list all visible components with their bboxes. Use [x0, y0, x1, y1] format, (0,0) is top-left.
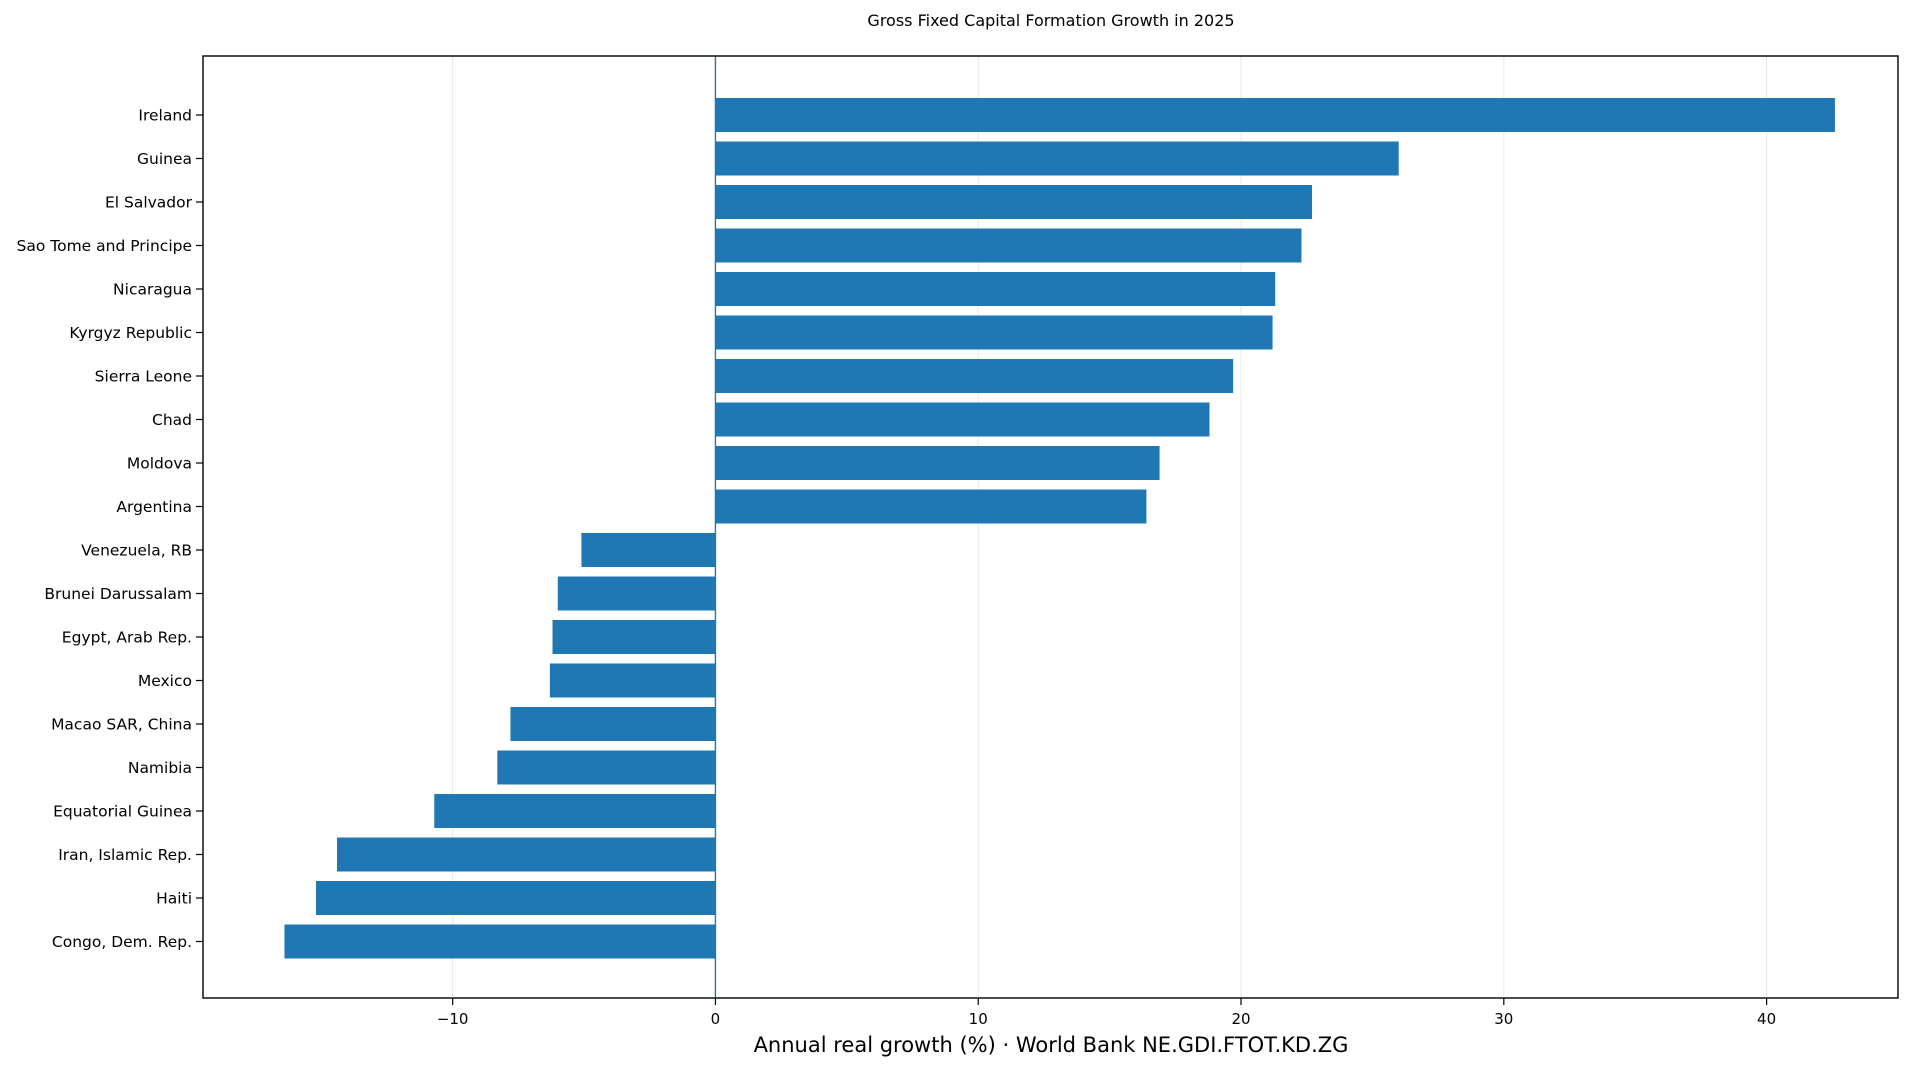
bar	[557, 576, 716, 611]
x-tick-label: 10	[969, 1010, 988, 1028]
category-label: Congo, Dem. Rep.	[52, 933, 192, 951]
bar	[552, 620, 716, 654]
category-label: Argentina	[116, 498, 192, 516]
bar	[715, 446, 1160, 480]
bar	[715, 402, 1210, 437]
category-label: Egypt, Arab Rep.	[62, 629, 192, 647]
category-label: Chad	[152, 411, 192, 429]
bar	[715, 489, 1147, 524]
category-label: Nicaragua	[113, 281, 192, 299]
category-label: Guinea	[137, 150, 192, 168]
bar	[715, 272, 1276, 306]
bar	[715, 141, 1399, 176]
bar	[715, 315, 1273, 350]
chart-title: Gross Fixed Capital Formation Growth in …	[867, 11, 1234, 30]
category-label: Ireland	[138, 107, 192, 125]
category-label: Haiti	[156, 890, 192, 908]
x-tick-label: 30	[1494, 1010, 1513, 1028]
category-label: Kyrgyz Republic	[69, 324, 192, 342]
bar	[316, 881, 716, 915]
category-label: Namibia	[128, 759, 192, 777]
category-label: El Salvador	[105, 194, 193, 212]
bar	[434, 794, 716, 828]
bar	[510, 707, 716, 741]
category-labels: Ireland Guinea El Salvador Sao Tome and Pri…	[17, 107, 203, 951]
plot-frame	[202, 55, 1899, 999]
x-tick-label: 0	[711, 1010, 721, 1028]
category-label: Brunei Darussalam	[44, 585, 192, 603]
category-label: Mexico	[138, 672, 192, 690]
x-axis-ticks: −10 0 10 20 30 40	[437, 998, 1776, 1028]
bar	[337, 837, 716, 872]
x-tick-label: 40	[1757, 1010, 1776, 1028]
category-label: Equatorial Guinea	[53, 803, 192, 821]
bars	[284, 98, 1835, 959]
x-tick-label: 20	[1231, 1010, 1250, 1028]
x-axis-label: Annual real growth (%) · World Bank NE.G…	[754, 1033, 1349, 1057]
category-label: Macao SAR, China	[51, 716, 192, 734]
bar	[715, 359, 1234, 393]
bar	[549, 663, 716, 698]
bar	[497, 750, 716, 785]
x-tick-label: −10	[437, 1010, 469, 1028]
category-label: Sao Tome and Principe	[17, 237, 193, 255]
category-label: Iran, Islamic Rep.	[58, 846, 192, 864]
bar	[581, 533, 716, 567]
bar	[284, 924, 716, 959]
category-label: Moldova	[127, 455, 192, 473]
bar	[715, 228, 1302, 263]
bar	[715, 185, 1312, 219]
category-label: Venezuela, RB	[81, 542, 192, 560]
bar	[715, 98, 1835, 132]
category-label: Sierra Leone	[95, 368, 192, 386]
